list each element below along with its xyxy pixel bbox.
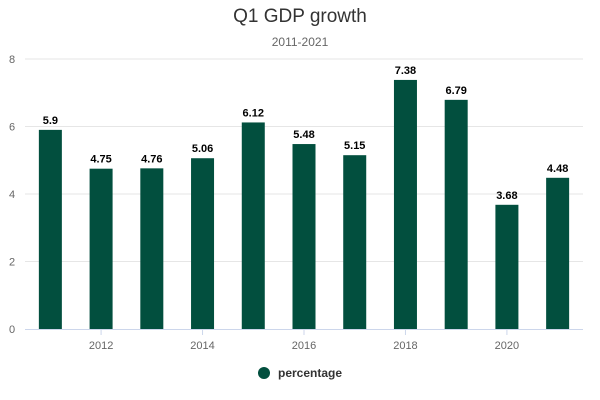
data-label-2016: 5.48 bbox=[293, 129, 314, 141]
x-tick-label: 2020 bbox=[495, 340, 519, 352]
bar-2013 bbox=[140, 168, 164, 329]
data-label-2018: 7.38 bbox=[395, 65, 416, 77]
chart-title: Q1 GDP growth bbox=[233, 6, 367, 27]
y-tick-label: 6 bbox=[9, 122, 15, 134]
legend-label: percentage bbox=[277, 366, 343, 380]
bar-2018 bbox=[393, 79, 417, 329]
bar-2014 bbox=[191, 158, 215, 329]
data-label-2021: 4.48 bbox=[547, 163, 568, 175]
y-tick-label: 4 bbox=[9, 189, 15, 201]
y-tick-label: 8 bbox=[9, 54, 15, 66]
bar-2016 bbox=[292, 144, 316, 329]
bar-2019 bbox=[444, 99, 468, 330]
y-tick-label: 2 bbox=[9, 257, 15, 269]
data-label-2011: 5.9 bbox=[43, 115, 58, 127]
legend[interactable]: percentage bbox=[0, 366, 600, 380]
data-label-2020: 3.68 bbox=[496, 190, 517, 202]
x-tick-label: 2018 bbox=[393, 340, 417, 352]
data-label-2015: 6.12 bbox=[243, 107, 264, 119]
data-label-2019: 6.79 bbox=[445, 85, 466, 97]
data-label-2014: 5.06 bbox=[192, 143, 213, 155]
x-tick-label: 2014 bbox=[190, 340, 214, 352]
bar-2017 bbox=[343, 155, 367, 329]
legend-marker bbox=[257, 367, 270, 379]
y-tick-label: 0 bbox=[9, 324, 15, 336]
bar-2011 bbox=[38, 129, 62, 329]
bar-2020 bbox=[495, 204, 519, 329]
x-tick-label: 2012 bbox=[89, 340, 113, 352]
x-tick-label: 2016 bbox=[292, 340, 316, 352]
bar-2021 bbox=[546, 177, 570, 329]
chart-subtitle: 2011-2021 bbox=[271, 35, 329, 49]
data-label-2013: 4.76 bbox=[141, 153, 162, 165]
data-label-2012: 4.75 bbox=[90, 154, 111, 166]
bar-2015 bbox=[241, 122, 265, 329]
bar-2012 bbox=[89, 168, 113, 329]
data-label-2017: 5.15 bbox=[344, 140, 365, 152]
